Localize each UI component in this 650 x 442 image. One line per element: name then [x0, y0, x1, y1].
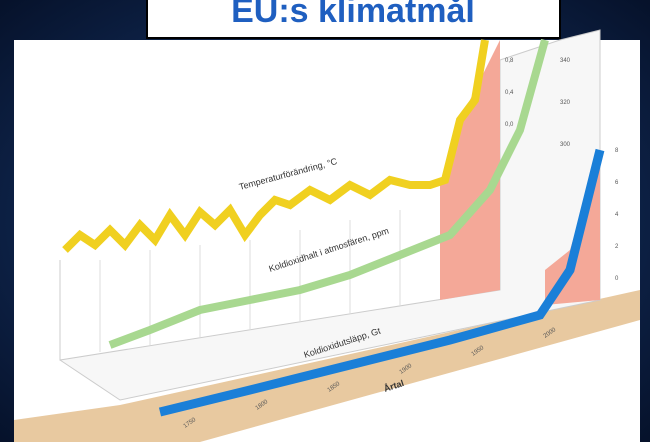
- co2-ribbon: [108, 38, 549, 349]
- tick-label: 6: [615, 180, 619, 186]
- tick-label: 320: [560, 100, 571, 106]
- temperature-ribbon: [62, 39, 489, 253]
- tick-label: 0,8: [505, 58, 514, 64]
- tick-label: 0,4: [505, 90, 514, 96]
- tick-label: 300: [560, 142, 571, 148]
- tick-label: 8: [615, 148, 619, 154]
- tick-label: 2: [615, 244, 619, 250]
- panel: [59, 29, 601, 401]
- tick-label: 0,0: [505, 122, 514, 128]
- highlight-band: [545, 150, 600, 305]
- title: EU:s klimatmål: [231, 0, 475, 30]
- title-box: [146, 0, 561, 39]
- tick-label: 340: [560, 58, 571, 64]
- tick-label: 0: [615, 276, 619, 282]
- emission-ribbon: [158, 148, 605, 417]
- tick-label: 4: [615, 212, 619, 218]
